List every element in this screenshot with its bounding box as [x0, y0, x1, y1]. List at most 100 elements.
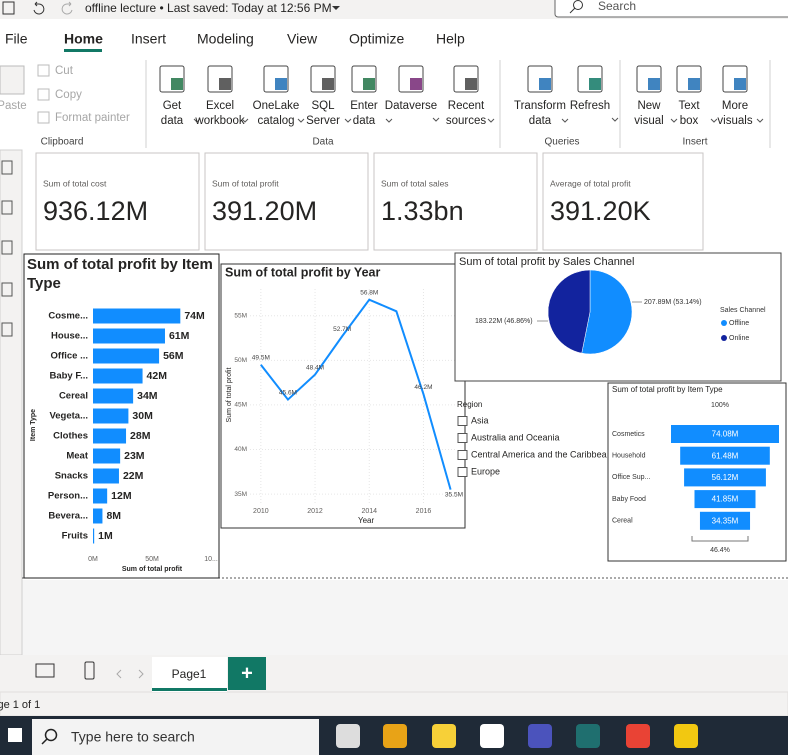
clipboard-item[interactable]: Copy: [55, 89, 82, 101]
card-value: 391.20M: [212, 196, 317, 226]
data-label: 42M: [147, 370, 168, 382]
taskbar-app[interactable]: [432, 724, 456, 748]
slicer-item[interactable]: Asia: [471, 415, 489, 425]
clipboard-icon[interactable]: [37, 64, 50, 77]
menu-item[interactable]: Help: [436, 31, 465, 47]
bar: [93, 388, 134, 404]
taskbar-app[interactable]: [336, 724, 360, 748]
ribbon-button-label[interactable]: data: [529, 115, 552, 127]
ribbon-button-label[interactable]: sources: [446, 115, 487, 127]
view-icon[interactable]: [1, 200, 13, 215]
taskbar-search-text[interactable]: Type here to search: [71, 729, 195, 745]
checkbox[interactable]: [457, 433, 468, 443]
start-button[interactable]: [8, 728, 22, 742]
funnel-bar: [694, 490, 756, 509]
add-page-label[interactable]: +: [241, 662, 253, 684]
ribbon-button-label[interactable]: Transform: [514, 100, 566, 112]
ribbon-button-label[interactable]: visuals: [717, 115, 752, 127]
taskbar-app[interactable]: [528, 724, 552, 748]
menu-item[interactable]: Modeling: [197, 31, 254, 47]
taskbar-app[interactable]: [674, 724, 698, 748]
ribbon-button-label[interactable]: Excel: [206, 100, 234, 112]
checkbox[interactable]: [457, 416, 468, 426]
checkbox[interactable]: [457, 450, 468, 460]
paste-icon[interactable]: [0, 65, 25, 95]
menu-item[interactable]: Optimize: [349, 31, 404, 47]
undo-icon[interactable]: [33, 1, 45, 15]
ribbon-button-label[interactable]: SQL: [311, 100, 335, 112]
clipboard-icon[interactable]: [37, 88, 50, 101]
ribbon-button-label[interactable]: More: [722, 100, 748, 112]
ribbon-button-label[interactable]: data: [353, 115, 376, 127]
ribbon-button-label[interactable]: Dataverse: [385, 100, 437, 112]
ribbon-button-label[interactable]: Refresh: [570, 100, 610, 112]
ribbon-button-label[interactable]: OneLake: [253, 100, 300, 112]
view-icon[interactable]: [1, 322, 13, 337]
x-tick-label: 2016: [416, 508, 432, 515]
save-icon[interactable]: [2, 1, 15, 15]
funnel-bar: [684, 468, 766, 487]
view-icon[interactable]: [1, 282, 13, 297]
menu-item[interactable]: Insert: [131, 31, 166, 47]
search-box[interactable]: [554, 0, 788, 18]
taskbar-app[interactable]: [383, 724, 407, 748]
checkbox[interactable]: [457, 467, 468, 477]
chevron: [670, 118, 678, 123]
ribbon-button-label[interactable]: workbook: [194, 115, 244, 127]
taskbar-app[interactable]: [576, 724, 600, 748]
view-icon[interactable]: [1, 240, 13, 255]
ribbon-button-label[interactable]: data: [161, 115, 184, 127]
ribbon-button-label[interactable]: Server: [306, 115, 340, 127]
bar: [93, 508, 103, 524]
group-label: Data: [312, 137, 334, 148]
page-tab[interactable]: [152, 657, 227, 692]
visual-title: Sum of total profit by Item Type: [27, 256, 213, 292]
status-bar: [0, 691, 788, 717]
view-icon[interactable]: [1, 160, 13, 175]
clipboard-item[interactable]: Cut: [55, 65, 74, 77]
chevron: [344, 118, 352, 123]
mobile-view-icon[interactable]: [84, 661, 95, 680]
next-page[interactable]: [138, 669, 144, 679]
page-tab-label[interactable]: Page1: [172, 667, 207, 681]
legend-label[interactable]: Offline: [729, 320, 749, 327]
ribbon-button-label[interactable]: Recent: [448, 100, 485, 112]
add-page-button[interactable]: [228, 657, 266, 690]
slicer-item[interactable]: Central America and the Caribbea: [471, 449, 607, 459]
ribbon-button-label[interactable]: New: [637, 100, 661, 112]
ribbon-button-label[interactable]: box: [680, 115, 699, 127]
search-field[interactable]: [32, 719, 319, 755]
taskbar-search-icon-handle: [41, 738, 48, 745]
visual-frame: [220, 263, 466, 529]
clipboard-item[interactable]: Format painter: [55, 112, 130, 124]
ribbon-button-label[interactable]: Text: [678, 100, 700, 112]
card-value: 936.12M: [43, 196, 148, 226]
slicer-item[interactable]: Australia and Oceania: [471, 432, 560, 442]
menu-item[interactable]: View: [287, 31, 318, 47]
ribbon-icon-accent: [688, 78, 700, 90]
prev-page[interactable]: [116, 669, 122, 679]
search-text[interactable]: Search: [598, 0, 636, 13]
data-label: 45.6M: [279, 389, 297, 396]
title-box: Sum of total profit by Item Type: [27, 256, 213, 292]
paste-label[interactable]: Paste: [0, 100, 27, 112]
ribbon-icon-accent: [171, 78, 183, 90]
menu-item[interactable]: Home: [64, 31, 103, 47]
slicer-item[interactable]: Europe: [471, 466, 500, 476]
desktop-view-icon[interactable]: [35, 663, 55, 678]
ribbon-button-label[interactable]: catalog: [257, 115, 294, 127]
ribbon-button-label[interactable]: Get: [163, 100, 182, 112]
bar: [93, 488, 108, 504]
title-dropdown[interactable]: [332, 6, 340, 10]
menu-item[interactable]: File: [5, 31, 28, 47]
category-label: Snacks: [55, 471, 88, 482]
redo-icon[interactable]: [61, 1, 73, 15]
taskbar-app[interactable]: [626, 724, 650, 748]
data-label: 34.35M: [712, 516, 739, 525]
ribbon-button-label[interactable]: Enter: [350, 100, 378, 112]
taskbar-app[interactable]: [480, 724, 504, 748]
clipboard-icon[interactable]: [37, 111, 50, 124]
legend-label[interactable]: Online: [729, 335, 749, 342]
chevron: [611, 117, 619, 122]
ribbon-button-label[interactable]: visual: [634, 115, 663, 127]
